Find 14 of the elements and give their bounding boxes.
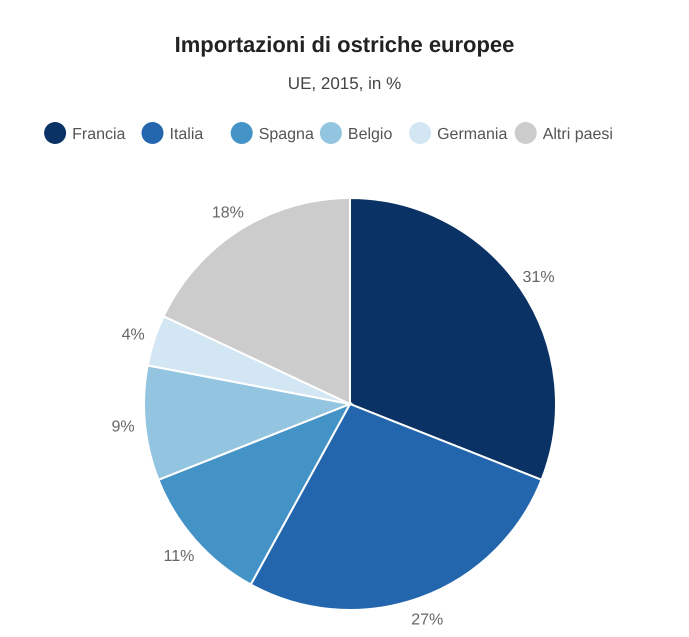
legend-label: Francia [72,126,126,143]
legend-label: Germania [437,126,508,143]
data-label: 9% [111,418,135,436]
legend-label: Spagna [258,126,314,143]
chart-subtitle: UE, 2015, in % [288,74,402,93]
data-label: 4% [122,326,145,344]
data-label: 31% [522,268,555,286]
data-label: 18% [212,204,244,222]
legend-label: Belgio [348,126,392,143]
legend-label: Italia [170,126,204,143]
chart-title: Importazioni di ostriche europee [174,32,514,57]
data-label: 27% [411,612,444,629]
legend-label: Altri paesi [542,126,613,143]
data-label: 11% [164,548,194,565]
